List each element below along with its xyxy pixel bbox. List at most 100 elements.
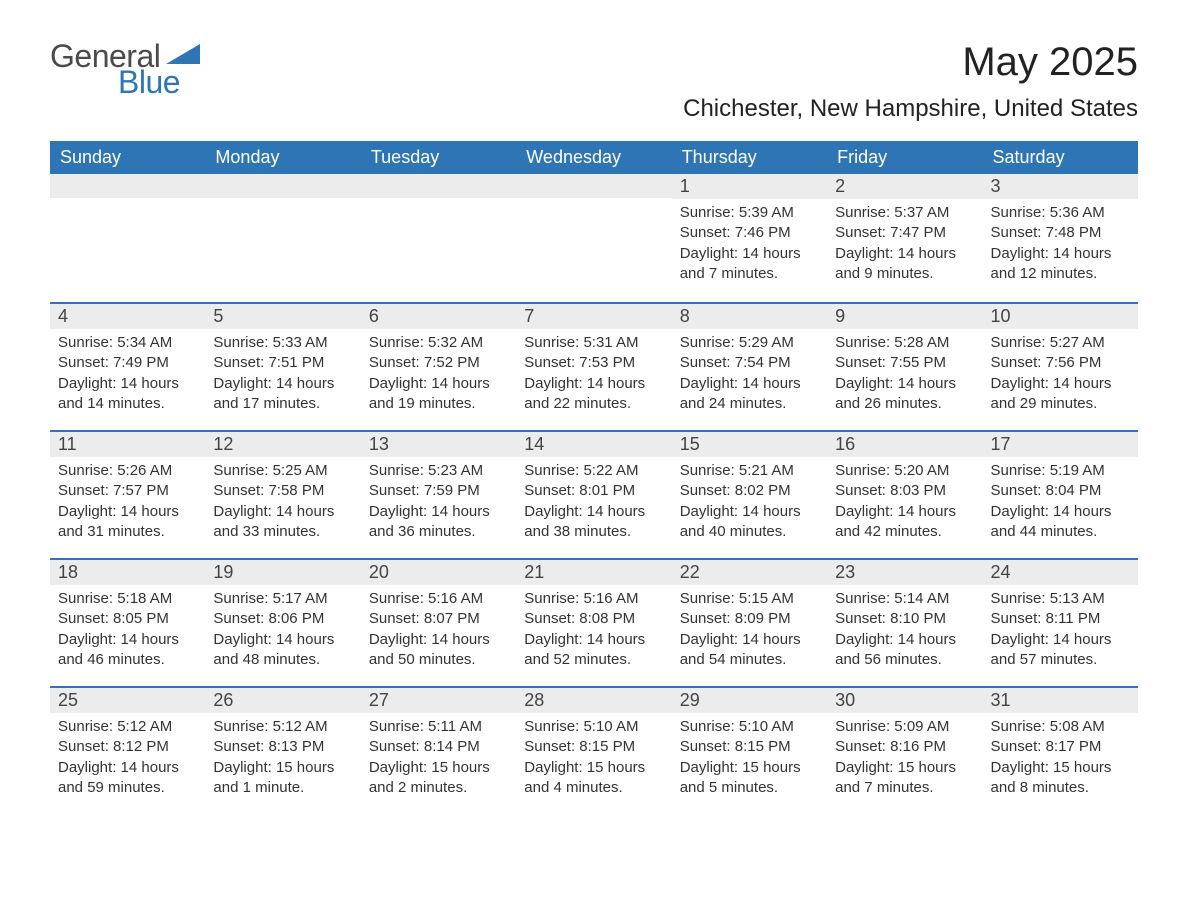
day-details: Sunrise: 5:14 AMSunset: 8:10 PMDaylight:… — [827, 585, 982, 676]
daylight-line: Daylight: 14 hours and 48 minutes. — [213, 630, 352, 671]
daylight-line: Daylight: 14 hours and 52 minutes. — [524, 630, 663, 671]
sunrise-line: Sunrise: 5:32 AM — [369, 333, 508, 353]
calendar-day-cell: 11Sunrise: 5:26 AMSunset: 7:57 PMDayligh… — [50, 430, 205, 558]
day-details: Sunrise: 5:10 AMSunset: 8:15 PMDaylight:… — [516, 713, 671, 804]
day-number: 31 — [983, 686, 1138, 713]
day-number: 13 — [361, 430, 516, 457]
sunset-line: Sunset: 8:14 PM — [369, 737, 508, 757]
sunset-line: Sunset: 7:55 PM — [835, 353, 974, 373]
sunset-line: Sunset: 7:47 PM — [835, 223, 974, 243]
calendar-empty-cell — [516, 174, 671, 302]
daylight-line: Daylight: 14 hours and 9 minutes. — [835, 244, 974, 285]
sunrise-line: Sunrise: 5:10 AM — [680, 717, 819, 737]
sunrise-line: Sunrise: 5:21 AM — [680, 461, 819, 481]
daylight-line: Daylight: 14 hours and 17 minutes. — [213, 374, 352, 415]
sunset-line: Sunset: 7:52 PM — [369, 353, 508, 373]
location-subtitle: Chichester, New Hampshire, United States — [683, 95, 1138, 123]
calendar-day-cell: 16Sunrise: 5:20 AMSunset: 8:03 PMDayligh… — [827, 430, 982, 558]
calendar-day-cell: 31Sunrise: 5:08 AMSunset: 8:17 PMDayligh… — [983, 686, 1138, 814]
brand-name-part2: Blue — [118, 66, 200, 98]
calendar-day-cell: 10Sunrise: 5:27 AMSunset: 7:56 PMDayligh… — [983, 302, 1138, 430]
calendar-day-cell: 28Sunrise: 5:10 AMSunset: 8:15 PMDayligh… — [516, 686, 671, 814]
daylight-line: Daylight: 14 hours and 40 minutes. — [680, 502, 819, 543]
sunrise-line: Sunrise: 5:27 AM — [991, 333, 1130, 353]
daylight-line: Daylight: 14 hours and 22 minutes. — [524, 374, 663, 415]
calendar-day-cell: 4Sunrise: 5:34 AMSunset: 7:49 PMDaylight… — [50, 302, 205, 430]
daylight-line: Daylight: 14 hours and 54 minutes. — [680, 630, 819, 671]
daylight-line: Daylight: 14 hours and 42 minutes. — [835, 502, 974, 543]
sunrise-line: Sunrise: 5:28 AM — [835, 333, 974, 353]
day-details: Sunrise: 5:17 AMSunset: 8:06 PMDaylight:… — [205, 585, 360, 676]
day-details: Sunrise: 5:12 AMSunset: 8:12 PMDaylight:… — [50, 713, 205, 804]
sunset-line: Sunset: 8:08 PM — [524, 609, 663, 629]
day-details: Sunrise: 5:08 AMSunset: 8:17 PMDaylight:… — [983, 713, 1138, 804]
day-details: Sunrise: 5:22 AMSunset: 8:01 PMDaylight:… — [516, 457, 671, 548]
day-number: 7 — [516, 302, 671, 329]
sunrise-line: Sunrise: 5:12 AM — [58, 717, 197, 737]
sunset-line: Sunset: 8:05 PM — [58, 609, 197, 629]
daylight-line: Daylight: 14 hours and 50 minutes. — [369, 630, 508, 671]
calendar-header-row: SundayMondayTuesdayWednesdayThursdayFrid… — [50, 141, 1138, 174]
daylight-line: Daylight: 14 hours and 38 minutes. — [524, 502, 663, 543]
day-number: 5 — [205, 302, 360, 329]
day-number: 24 — [983, 558, 1138, 585]
calendar-day-cell: 7Sunrise: 5:31 AMSunset: 7:53 PMDaylight… — [516, 302, 671, 430]
day-number: 27 — [361, 686, 516, 713]
daylight-line: Daylight: 14 hours and 44 minutes. — [991, 502, 1130, 543]
sunset-line: Sunset: 8:11 PM — [991, 609, 1130, 629]
day-number: 28 — [516, 686, 671, 713]
sunrise-line: Sunrise: 5:23 AM — [369, 461, 508, 481]
calendar-day-cell: 3Sunrise: 5:36 AMSunset: 7:48 PMDaylight… — [983, 174, 1138, 302]
day-details: Sunrise: 5:37 AMSunset: 7:47 PMDaylight:… — [827, 199, 982, 290]
sunrise-line: Sunrise: 5:37 AM — [835, 203, 974, 223]
daylight-line: Daylight: 15 hours and 5 minutes. — [680, 758, 819, 799]
day-number: 17 — [983, 430, 1138, 457]
day-details: Sunrise: 5:16 AMSunset: 8:08 PMDaylight:… — [516, 585, 671, 676]
calendar-day-cell: 2Sunrise: 5:37 AMSunset: 7:47 PMDaylight… — [827, 174, 982, 302]
calendar-week-row: 25Sunrise: 5:12 AMSunset: 8:12 PMDayligh… — [50, 686, 1138, 814]
sunrise-line: Sunrise: 5:20 AM — [835, 461, 974, 481]
sunrise-line: Sunrise: 5:14 AM — [835, 589, 974, 609]
day-number: 12 — [205, 430, 360, 457]
daylight-line: Daylight: 15 hours and 2 minutes. — [369, 758, 508, 799]
sunset-line: Sunset: 8:15 PM — [680, 737, 819, 757]
empty-daynum-bar — [205, 174, 360, 198]
day-details: Sunrise: 5:34 AMSunset: 7:49 PMDaylight:… — [50, 329, 205, 420]
day-number: 10 — [983, 302, 1138, 329]
day-number: 26 — [205, 686, 360, 713]
daylight-line: Daylight: 14 hours and 36 minutes. — [369, 502, 508, 543]
calendar-day-cell: 22Sunrise: 5:15 AMSunset: 8:09 PMDayligh… — [672, 558, 827, 686]
day-number: 11 — [50, 430, 205, 457]
day-number: 29 — [672, 686, 827, 713]
sunrise-line: Sunrise: 5:18 AM — [58, 589, 197, 609]
sunrise-line: Sunrise: 5:13 AM — [991, 589, 1130, 609]
daylight-line: Daylight: 14 hours and 46 minutes. — [58, 630, 197, 671]
daylight-line: Daylight: 14 hours and 7 minutes. — [680, 244, 819, 285]
empty-daynum-bar — [361, 174, 516, 198]
header-area: General Blue May 2025 Chichester, New Ha… — [50, 40, 1138, 123]
day-details: Sunrise: 5:20 AMSunset: 8:03 PMDaylight:… — [827, 457, 982, 548]
day-number: 16 — [827, 430, 982, 457]
daylight-line: Daylight: 14 hours and 31 minutes. — [58, 502, 197, 543]
sunset-line: Sunset: 8:15 PM — [524, 737, 663, 757]
sunrise-line: Sunrise: 5:19 AM — [991, 461, 1130, 481]
sunset-line: Sunset: 8:10 PM — [835, 609, 974, 629]
sunrise-line: Sunrise: 5:08 AM — [991, 717, 1130, 737]
daylight-line: Daylight: 14 hours and 24 minutes. — [680, 374, 819, 415]
sunset-line: Sunset: 8:16 PM — [835, 737, 974, 757]
daylight-line: Daylight: 14 hours and 12 minutes. — [991, 244, 1130, 285]
sunset-line: Sunset: 7:48 PM — [991, 223, 1130, 243]
calendar-day-cell: 19Sunrise: 5:17 AMSunset: 8:06 PMDayligh… — [205, 558, 360, 686]
weekday-header: Wednesday — [516, 141, 671, 174]
calendar-week-row: 18Sunrise: 5:18 AMSunset: 8:05 PMDayligh… — [50, 558, 1138, 686]
weekday-header: Monday — [205, 141, 360, 174]
sunset-line: Sunset: 8:04 PM — [991, 481, 1130, 501]
sunrise-line: Sunrise: 5:29 AM — [680, 333, 819, 353]
calendar-week-row: 11Sunrise: 5:26 AMSunset: 7:57 PMDayligh… — [50, 430, 1138, 558]
sunrise-line: Sunrise: 5:16 AM — [524, 589, 663, 609]
sunrise-line: Sunrise: 5:11 AM — [369, 717, 508, 737]
day-number: 1 — [672, 174, 827, 199]
daylight-line: Daylight: 14 hours and 26 minutes. — [835, 374, 974, 415]
calendar-empty-cell — [361, 174, 516, 302]
brand-logo: General Blue — [50, 40, 200, 98]
